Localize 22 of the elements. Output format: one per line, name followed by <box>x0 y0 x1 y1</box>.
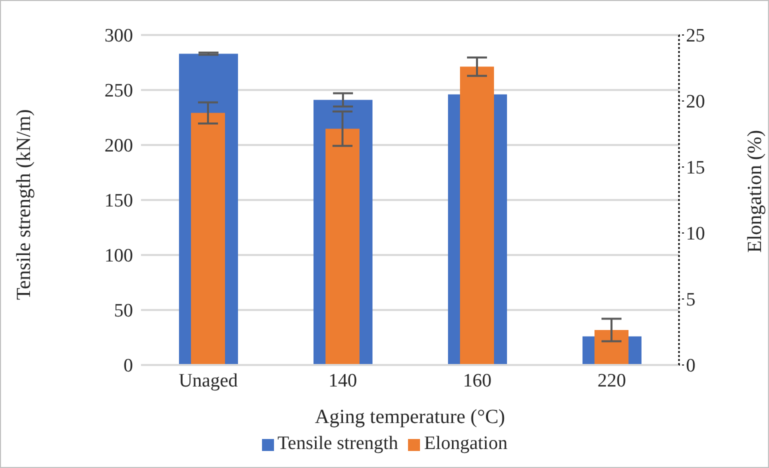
y2-tick-label: 0 <box>686 356 696 377</box>
y2-tick-label: 15 <box>686 158 705 179</box>
legend-label: Tensile strength <box>278 433 398 454</box>
y-tick-label: 0 <box>124 356 133 377</box>
legend-label: Elongation <box>424 433 508 454</box>
x-axis-title: Aging temperature (°C) <box>314 406 506 428</box>
y-axis-title: Tensile strength (kN/m) <box>13 109 36 300</box>
y2-tick-label: 20 <box>686 92 705 113</box>
x-tick-label: Unaged <box>178 370 238 392</box>
y-tick-label: 300 <box>104 26 133 47</box>
y-tick-label: 200 <box>104 136 133 157</box>
y-tick-label: 50 <box>114 300 133 322</box>
y2-tick-label: 10 <box>686 224 705 245</box>
y2-axis-title: Elongation (%) <box>744 130 766 253</box>
x-tick-label: 160 <box>463 370 492 392</box>
y-tick-label: 100 <box>104 246 133 267</box>
x-tick-label: 140 <box>328 370 357 392</box>
y-tick-label: 250 <box>104 80 133 102</box>
y-tick-label: 150 <box>104 190 133 212</box>
x-tick-label: 220 <box>598 370 626 392</box>
y2-tick-label: 25 <box>686 26 705 47</box>
y2-tick-label: 5 <box>686 290 696 311</box>
